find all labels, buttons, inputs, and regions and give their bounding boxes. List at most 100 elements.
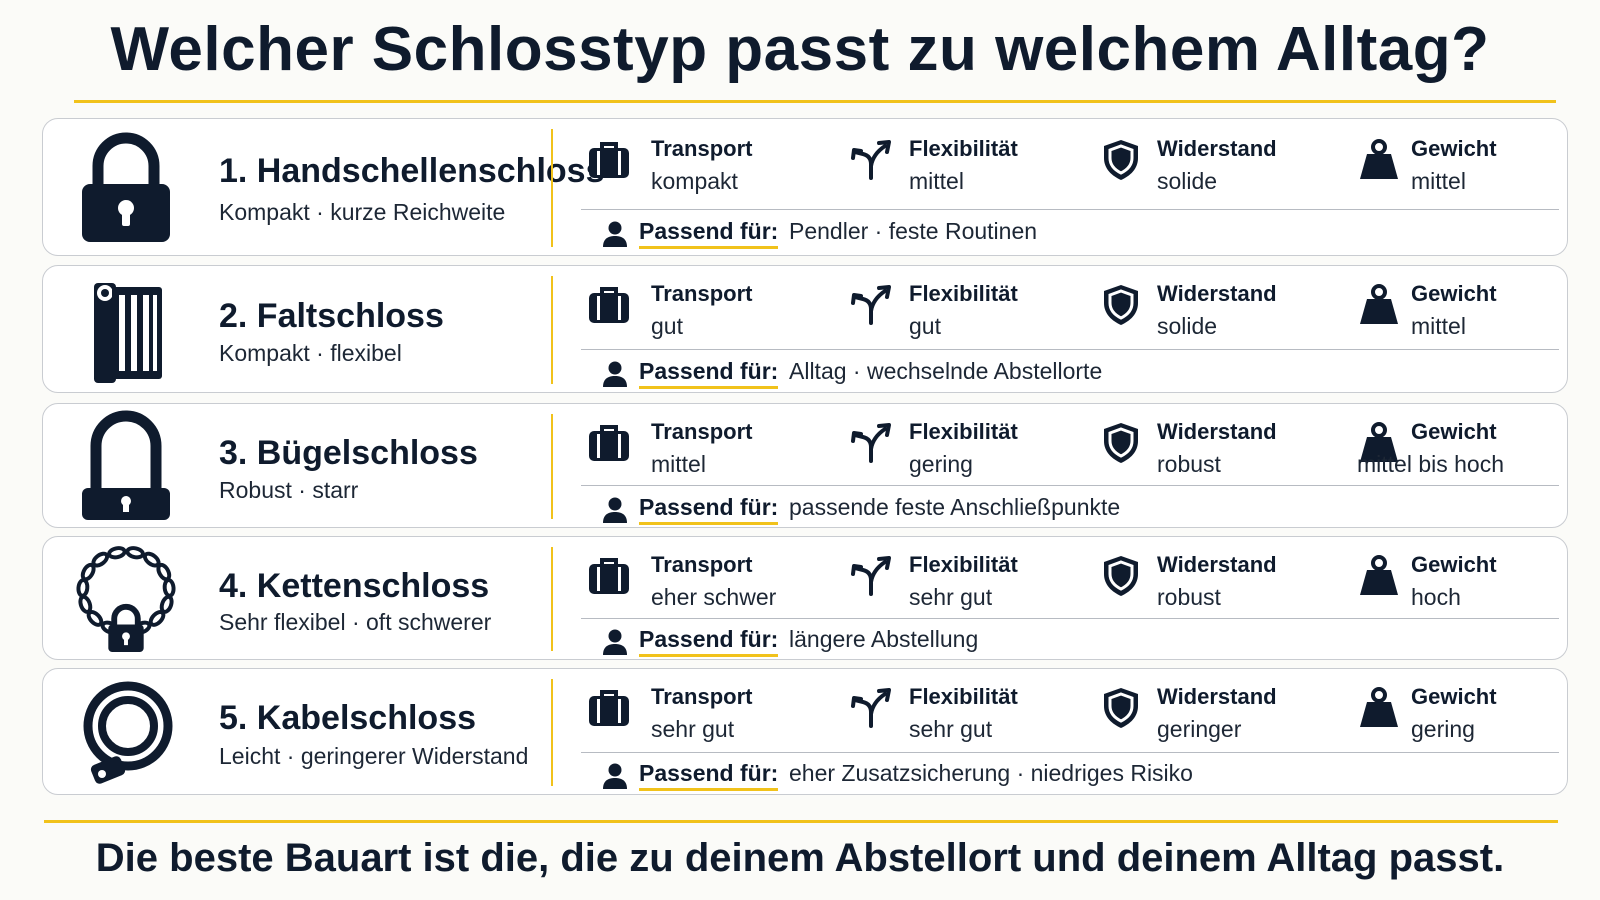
branching-arrow-icon [851, 421, 895, 465]
lock-row: 1. Handschellenschloss Kompakt · kurze Re… [42, 118, 1568, 256]
shield-icon [1099, 138, 1143, 182]
attribute-resistance: Widerstand geringer [1099, 684, 1337, 744]
lock-row: 5. Kabelschloss Leicht · geringerer Wider… [42, 668, 1568, 795]
attribute-value: sehr gut [909, 584, 993, 610]
attribute-flexibility: Flexibilität sehr gut [851, 684, 1089, 744]
row-divider [551, 547, 553, 651]
attribute-value: kompakt [651, 168, 738, 194]
weight-icon [1357, 138, 1401, 182]
lock-subtitle: Sehr flexibel · oft schwerer [219, 609, 492, 635]
lock-subtitle: Kompakt · flexibel [219, 340, 402, 366]
row-inner-divider [581, 209, 1559, 210]
row-divider [551, 129, 553, 247]
branching-arrow-icon [851, 283, 895, 327]
shield-icon [1099, 421, 1143, 465]
fit-label: Passend für: [639, 218, 779, 249]
fit-line: Passend für: Alltag · wechselnde Abstello… [601, 358, 1501, 394]
attribute-value: solide [1157, 168, 1218, 194]
padlock-icon [71, 127, 181, 247]
person-icon [601, 220, 631, 250]
attribute-label: Transport [651, 281, 753, 306]
attribute-transport: Transport sehr gut [587, 684, 831, 744]
person-icon [601, 628, 631, 658]
row-divider [551, 414, 553, 519]
person-icon [601, 360, 631, 390]
fit-value: längere Abstellung [789, 626, 979, 652]
attribute-value: mittel [651, 451, 706, 477]
attribute-value: eher schwer [651, 584, 777, 610]
attribute-label: Transport [651, 136, 753, 161]
attribute-value: mittel [909, 168, 964, 194]
row-divider [551, 679, 553, 786]
attribute-label: Gewicht [1411, 552, 1497, 577]
briefcase-icon [587, 138, 631, 182]
attribute-label: Flexibilität [909, 552, 1018, 577]
attribute-resistance: Widerstand robust [1099, 419, 1337, 479]
attribute-label: Transport [651, 419, 753, 444]
row-divider [551, 276, 553, 384]
weight-icon [1357, 283, 1401, 327]
weight-icon [1357, 421, 1401, 465]
attribute-value: robust [1157, 451, 1221, 477]
lock-subtitle: Leicht · geringerer Widerstand [219, 743, 529, 769]
attribute-label: Widerstand [1157, 419, 1277, 444]
attribute-weight: Gewicht mittel [1357, 136, 1591, 196]
attribute-value: gut [651, 313, 683, 339]
attribute-resistance: Widerstand solide [1099, 281, 1337, 341]
attribute-label: Widerstand [1157, 552, 1277, 577]
attribute-label: Gewicht [1411, 281, 1497, 306]
lock-row: 2. Faltschloss Kompakt · flexibel Transpo… [42, 265, 1568, 393]
attribute-value: mittel bis hoch [1357, 451, 1505, 477]
footer-note: Die beste Bauart ist die, die zu deinem … [95, 836, 1505, 880]
branching-arrow-icon [851, 686, 895, 730]
attribute-value: mittel [1411, 168, 1466, 194]
attribute-label: Flexibilität [909, 136, 1018, 161]
attribute-label: Flexibilität [909, 684, 1018, 709]
attribute-transport: Transport eher schwer [587, 552, 831, 612]
lock-title: 2. Faltschloss [219, 297, 444, 335]
branching-arrow-icon [851, 138, 895, 182]
fit-value: passende feste Anschließpunkte [789, 494, 1121, 520]
fit-line: Passend für: Pendler · feste Routinen [601, 218, 1501, 254]
page-title: Welcher Schlosstyp passt zu welchem Allt… [110, 15, 1490, 84]
attribute-flexibility: Flexibilität mittel [851, 136, 1089, 196]
attribute-flexibility: Flexibilität gut [851, 281, 1089, 341]
attribute-value: solide [1157, 313, 1218, 339]
weight-icon [1357, 554, 1401, 598]
briefcase-icon [587, 421, 631, 465]
fit-label: Passend für: [639, 626, 779, 657]
attribute-value: sehr gut [909, 716, 993, 742]
attribute-value: robust [1157, 584, 1221, 610]
shield-icon [1099, 554, 1143, 598]
shield-icon [1099, 686, 1143, 730]
row-inner-divider [581, 485, 1559, 486]
attribute-label: Flexibilität [909, 281, 1018, 306]
briefcase-icon [587, 686, 631, 730]
attribute-resistance: Widerstand solide [1099, 136, 1337, 196]
attribute-label: Widerstand [1157, 684, 1277, 709]
attribute-label: Transport [651, 684, 753, 709]
attribute-flexibility: Flexibilität gering [851, 419, 1089, 479]
fit-line: Passend für: längere Abstellung [601, 626, 1501, 662]
lock-subtitle: Robust · starr [219, 477, 359, 503]
lock-row: 3. Bügelschloss Robust · starr Transport m… [42, 403, 1568, 528]
fit-value: Alltag · wechselnde Abstellorte [789, 358, 1103, 384]
attribute-label: Widerstand [1157, 136, 1277, 161]
attribute-weight: Gewicht mittel bis hoch [1357, 419, 1591, 479]
attribute-label: Gewicht [1411, 684, 1497, 709]
attribute-value: gut [909, 313, 941, 339]
weight-icon [1357, 686, 1401, 730]
attribute-value: geringer [1157, 716, 1242, 742]
attribute-transport: Transport mittel [587, 419, 831, 479]
attribute-label: Transport [651, 552, 753, 577]
lock-subtitle: Kompakt · kurze Reichweite [219, 199, 506, 225]
attribute-value: hoch [1411, 584, 1461, 610]
briefcase-icon [587, 283, 631, 327]
folding-lock-icon [71, 269, 181, 389]
attribute-transport: Transport gut [587, 281, 831, 341]
person-icon [601, 762, 631, 792]
row-inner-divider [581, 618, 1559, 619]
attribute-label: Gewicht [1411, 136, 1497, 161]
title-divider [74, 100, 1556, 103]
